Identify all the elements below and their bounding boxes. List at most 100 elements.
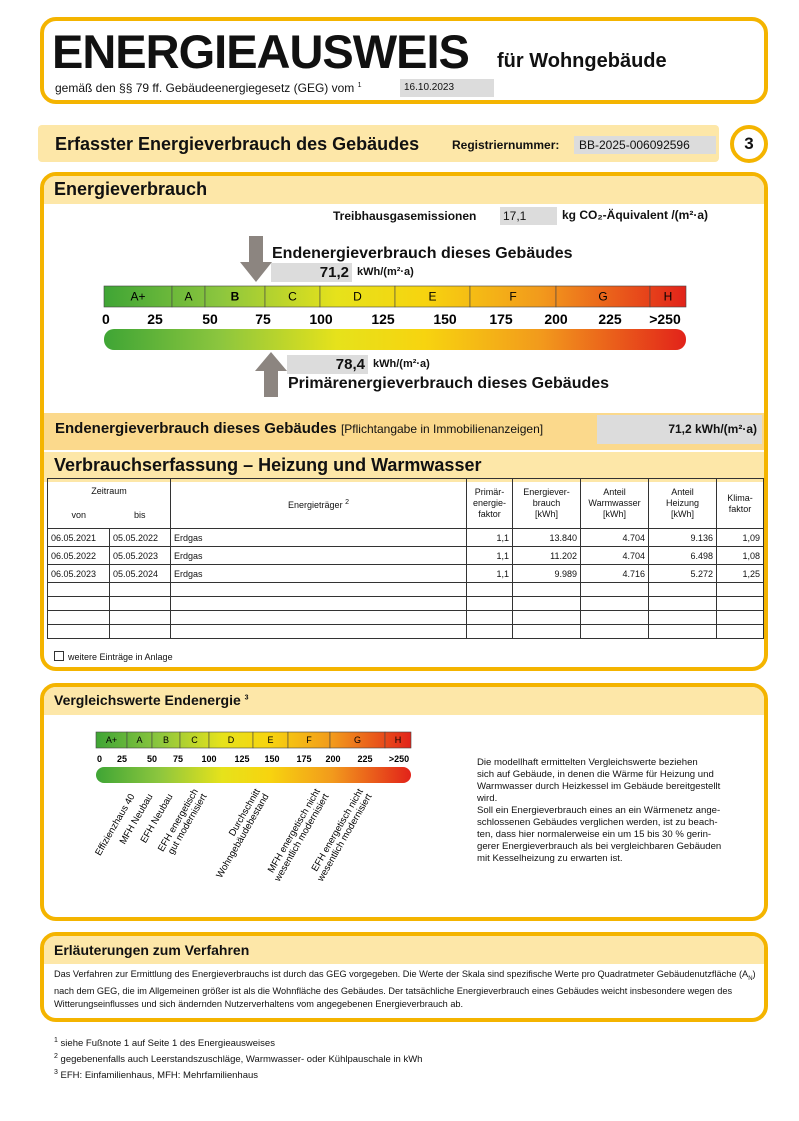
empty-cell <box>170 582 468 597</box>
empty-cell <box>648 582 718 597</box>
explanation-band <box>44 936 764 964</box>
empty-cell <box>648 624 718 639</box>
header-to: bis <box>109 503 172 529</box>
primary-value: 78,4 <box>287 355 368 374</box>
comparison-footnote: 3 <box>244 694 249 702</box>
class-label: D <box>228 735 235 745</box>
footnote: 3 EFH: Einfamilienhaus, MFH: Mehrfamilie… <box>54 1066 422 1082</box>
scale-label: 225 <box>357 754 372 764</box>
table-cell: 1,1 <box>466 546 514 565</box>
empty-cell <box>47 596 110 611</box>
empty-row <box>47 624 765 639</box>
class-label: E <box>428 290 436 304</box>
header-period: Zeitraum <box>46 478 172 504</box>
class-label: H <box>664 290 673 304</box>
comparison-description: Die modellhaft ermittelten Vergleichswer… <box>477 757 722 864</box>
empty-cell <box>47 610 110 625</box>
scale-label: 175 <box>296 754 311 764</box>
scale-label: 150 <box>264 754 279 764</box>
scale-bar <box>104 329 686 350</box>
final-label: Endenergieverbrauch dieses Gebäudes <box>272 245 573 262</box>
class-label: E <box>267 735 273 745</box>
scale-label: 0 <box>97 754 102 764</box>
consumption-table: Zeitraum Energieträger 2 Primär- energie… <box>46 478 765 639</box>
registration-number: BB-2025-006092596 <box>574 136 716 154</box>
energy-title: Energieverbrauch <box>54 179 208 199</box>
table-cell: 5.272 <box>648 564 718 583</box>
energy-band <box>44 176 764 204</box>
consumption-band <box>44 452 764 482</box>
empty-cell <box>580 582 650 597</box>
header-heating: Anteil Heizung [kWh] <box>648 478 718 529</box>
empty-cell <box>512 582 582 597</box>
class-label: A+ <box>130 290 145 304</box>
consumption-title: Verbrauchserfassung – Heizung und Warmwa… <box>54 455 482 475</box>
scale-label: 125 <box>234 754 249 764</box>
table-cell: Erdgas <box>170 528 468 547</box>
empty-cell <box>580 610 650 625</box>
header-hot-water: Anteil Warmwasser [kWh] <box>580 478 650 529</box>
scale-label: 200 <box>325 754 340 764</box>
registration-label: Registriernummer: <box>452 138 560 152</box>
comparison-title-text: Vergleichswerte Endenergie <box>54 692 241 708</box>
header-from: von <box>47 503 110 529</box>
table-cell: 4.716 <box>580 564 650 583</box>
scale-label: >250 <box>649 311 681 327</box>
empty-cell <box>716 582 765 597</box>
empty-cell <box>466 610 514 625</box>
table-cell: 05.05.2022 <box>108 528 172 547</box>
table-cell: 4.704 <box>580 528 650 547</box>
explanation-subscript: N <box>748 975 753 982</box>
empty-cell <box>170 610 468 625</box>
explanation-before: Das Verfahren zur Ermittlung des Energie… <box>54 969 749 979</box>
table-row: 06.05.2023 05.05.2024 Erdgas 1,1 9.989 4.716 5… <box>47 564 765 583</box>
table-cell: 4.704 <box>580 546 650 565</box>
empty-cell <box>512 610 582 625</box>
emissions-unit: kg CO₂-Äquivalent /(m²·a) <box>562 208 709 222</box>
table-cell: 11.202 <box>512 546 582 565</box>
empty-cell <box>512 596 582 611</box>
scale-label: 50 <box>202 311 218 327</box>
header-carrier: Energieträger 2 <box>170 478 468 529</box>
emissions-value: 17,1 <box>500 207 557 225</box>
empty-row <box>47 582 765 597</box>
empty-cell <box>466 596 514 611</box>
comparison-band <box>44 687 764 715</box>
scale-bar <box>96 767 411 783</box>
class-label: A <box>136 735 142 745</box>
final-arrow <box>240 236 272 282</box>
footnote-mark: 3 <box>54 1069 58 1077</box>
scale-label: 200 <box>544 311 568 327</box>
section-title: Erfasster Energieverbrauch des Gebäudes <box>55 134 420 154</box>
scale-label: >250 <box>389 754 409 764</box>
primary-arrow <box>255 352 287 397</box>
table-cell: 1,09 <box>716 528 765 547</box>
comparison-box <box>40 683 768 921</box>
scale-label: 25 <box>147 311 163 327</box>
notice-value: 71,2 kWh/(m²·a) <box>597 415 762 444</box>
empty-cell <box>108 582 172 597</box>
table-row: 06.05.2021 05.05.2022 Erdgas 1,1 13.840 4.704… <box>47 528 765 547</box>
footnote: 2 gegebenenfalls auch Leerstandszuschläg… <box>54 1050 422 1066</box>
subtitle: für Wohngebäude <box>497 50 667 72</box>
empty-cell <box>512 624 582 639</box>
table-body: 06.05.2021 05.05.2022 Erdgas 1,1 13.840 4.704… <box>47 528 765 639</box>
empty-cell <box>648 596 718 611</box>
carrier-text: Energieträger <box>288 499 343 510</box>
header-consumption: Energiever- brauch [kWh] <box>512 478 582 529</box>
table-cell: 06.05.2023 <box>47 564 110 583</box>
more-entries: weitere Einträge in Anlage <box>54 651 173 662</box>
final-value: 71,2 <box>271 263 352 282</box>
scale-label: 125 <box>371 311 395 327</box>
empty-cell <box>580 596 650 611</box>
legal-basis: gemäß den §§ 79 ff. Gebäudeenergiegesetz… <box>55 81 362 95</box>
title: ENERGIEAUSWEIS <box>52 25 470 78</box>
empty-cell <box>716 596 765 611</box>
empty-cell <box>466 624 514 639</box>
scale-label: 150 <box>433 311 457 327</box>
class-label: A <box>184 290 192 304</box>
scale-label: 225 <box>598 311 622 327</box>
footnote-text: siehe Fußnote 1 auf Seite 1 des Energiea… <box>60 1038 275 1050</box>
empty-cell <box>466 582 514 597</box>
